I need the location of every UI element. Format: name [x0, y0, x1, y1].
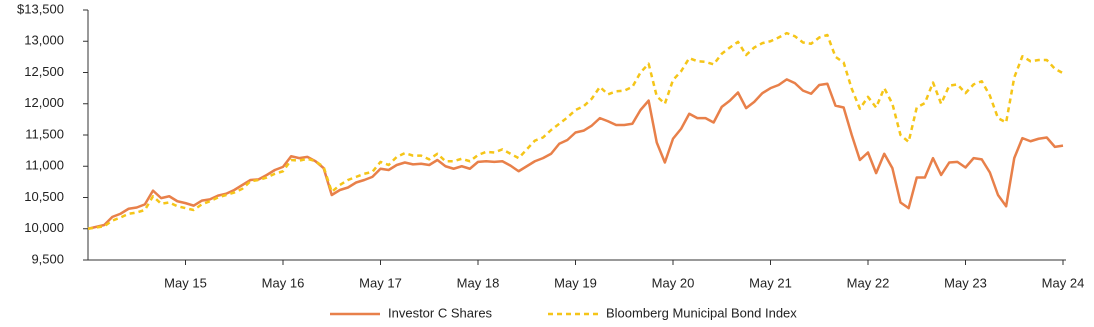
y-tick-label: 12,000 [24, 95, 64, 110]
legend-label: Bloomberg Municipal Bond Index [606, 305, 797, 320]
x-tick-label: May 22 [847, 275, 890, 290]
y-tick-label: 10,000 [24, 220, 64, 235]
y-tick-label: 12,500 [24, 64, 64, 79]
y-tick-label: $13,500 [17, 1, 64, 16]
x-tick-label: May 15 [164, 275, 207, 290]
y-tick-label: 11,500 [25, 126, 64, 141]
series-line [87, 31, 1064, 230]
x-tick-label: May 23 [944, 275, 987, 290]
y-tick-label: 11,000 [25, 158, 64, 173]
x-tick-label: May 17 [359, 275, 402, 290]
legend-label: Investor C Shares [388, 305, 493, 320]
x-tick-label: May 18 [457, 275, 500, 290]
x-tick-label: May 20 [652, 275, 695, 290]
x-tick-label: May 19 [554, 275, 597, 290]
x-tick-label: May 24 [1042, 275, 1085, 290]
x-tick-label: May 21 [749, 275, 792, 290]
y-tick-label: 13,000 [24, 33, 64, 48]
y-tick-label: 10,500 [24, 189, 64, 204]
series-line [87, 78, 1064, 230]
y-tick-label: 9,500 [31, 251, 64, 266]
x-tick-label: May 16 [262, 275, 305, 290]
